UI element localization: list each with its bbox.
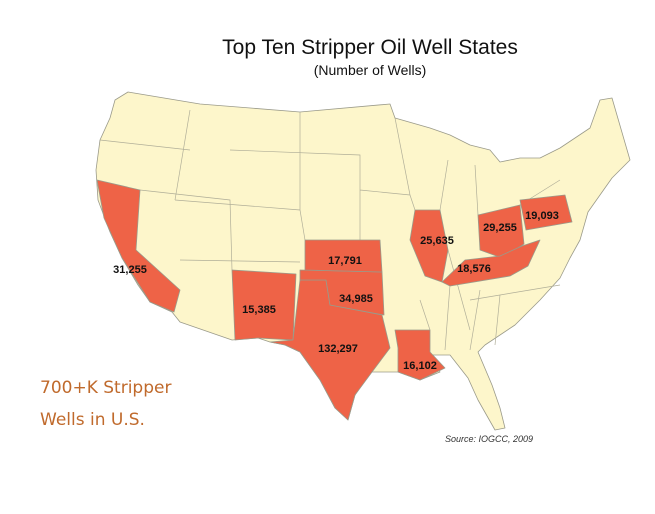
region [441, 239, 541, 287]
region-label: 16,102 [403, 360, 437, 372]
title: Top Ten Stripper Oil Well States [222, 36, 518, 59]
region [519, 194, 573, 231]
annotation: Wells in U.S. [40, 410, 145, 430]
annotation: 700+K Stripper [40, 378, 171, 398]
region-label: 17,791 [328, 255, 362, 267]
region-label: 132,297 [318, 343, 358, 355]
region-label: 31,255 [113, 264, 147, 276]
state-borders [99, 109, 561, 351]
region-label: 15,385 [242, 304, 276, 316]
region-label: 34,985 [339, 293, 373, 305]
region-label: 19,093 [525, 210, 559, 222]
region [394, 329, 446, 381]
us-map: 31,255 15,385 132,297 34,985 17,791 16,1… [95, 91, 631, 431]
region-label: 18,576 [457, 263, 491, 275]
region-label: 29,255 [483, 222, 517, 234]
region [304, 239, 383, 273]
region [231, 269, 297, 341]
region-label: 25,635 [420, 235, 454, 247]
source: Source: IOGCC, 2009 [445, 434, 533, 444]
subtitle: (Number of Wells) [314, 62, 427, 78]
region [96, 179, 181, 313]
